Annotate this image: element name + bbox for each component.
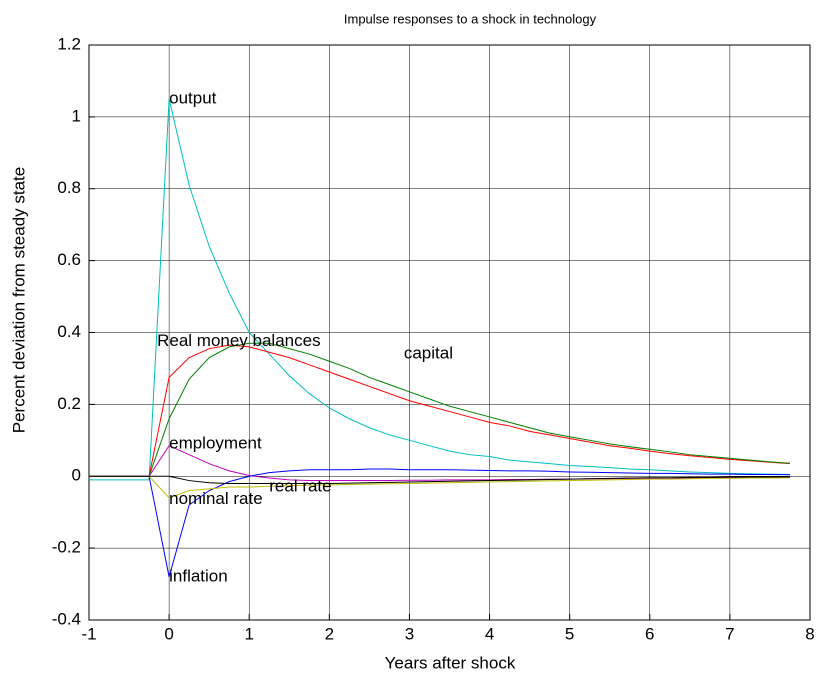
annotation: Real money balances [157,331,320,350]
series-line [89,342,791,477]
y-tick-label: -0.2 [52,538,81,557]
x-tick-label: 8 [805,624,814,643]
y-tick-label: 0.2 [57,394,81,413]
annotation: inflation [169,566,228,585]
y-tick-label: 0.8 [57,178,81,197]
annotation: output [169,88,217,107]
annotation: real rate [269,477,331,496]
x-tick-label: 5 [565,624,574,643]
y-tick-label: 1.2 [57,34,81,53]
x-tick-label: 7 [725,624,734,643]
y-tick-label: 0.6 [57,250,81,269]
y-axis-label: Percent deviation from steady state [9,167,28,433]
chart-title: Impulse responses to a shock in technolo… [344,11,597,26]
y-tick-label: 1 [72,106,81,125]
x-axis-label: Years after shock [385,653,516,672]
y-tick-label: 0 [72,466,81,485]
series-line [89,468,790,578]
annotation: capital [404,344,453,363]
x-tick-label: 1 [244,624,253,643]
y-tick-label: 0.4 [57,322,81,341]
x-tick-label: 4 [485,624,494,643]
series-line [89,344,791,477]
y-tick-label: -0.4 [52,609,81,628]
x-tick-label: 6 [645,624,654,643]
annotation: nominal rate [169,489,263,508]
series-line [89,475,790,484]
series-line [89,98,790,481]
series-line [89,475,790,499]
annotation: employment [169,433,262,452]
x-tick-label: 0 [164,624,173,643]
plot-frame [88,44,811,621]
x-tick-label: -1 [81,624,96,643]
x-tick-label: 3 [405,624,414,643]
x-tick-label: 2 [325,624,334,643]
